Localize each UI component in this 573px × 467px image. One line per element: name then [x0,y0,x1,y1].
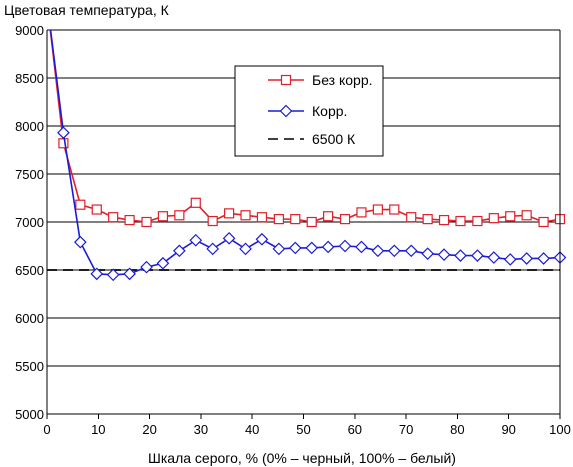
data-point-diamond-12 [239,242,252,256]
data-point-diamond-22 [404,244,418,258]
legend-marker-bez-korr [280,74,292,86]
x-tick-label-50: 50 [296,422,310,437]
data-point-diamond-6 [140,260,153,274]
data-point-diamond-14 [272,242,286,256]
x-tick-label-60: 60 [348,422,362,437]
y-tick-label-8000: 8000 [15,119,44,134]
data-point-diamond-19 [355,240,368,254]
data-point-diamond-16 [305,241,319,255]
data-point-diamond-29 [520,252,534,265]
x-tick-label-20: 20 [142,422,156,437]
data-point-square-30 [538,216,549,228]
data-point-diamond-13 [255,232,269,246]
legend-label-korr: Корр. [312,103,347,119]
data-point-square-21 [389,204,400,215]
y-tick-label-9000: 9000 [15,23,44,38]
x-tick-label-10: 10 [91,422,105,437]
data-point-diamond-28 [503,253,517,266]
x-tick-label-30: 30 [194,422,208,437]
data-point-square-2 [75,199,86,210]
data-point-square-22 [406,212,417,223]
data-point-square-18 [339,214,351,225]
data-point-diamond-8 [173,244,186,258]
data-point-square-17 [323,211,334,222]
data-point-diamond-23 [421,247,434,261]
data-point-square-3 [91,204,102,215]
data-point-square-20 [372,204,383,215]
data-point-square-28 [505,211,516,222]
x-axis-title: Шкала серого, % (0% – черный, 100% – бел… [148,450,456,466]
data-point-square-29 [521,210,532,221]
y-tick-labels: 5000 5500 6000 6500 7000 7500 8000 8500 9000 [15,23,44,422]
legend-label-bez-korr: Без корр. [312,72,373,88]
data-point-square-19 [356,207,367,218]
data-point-diamond-1 [57,126,70,140]
y-tick-label-6500: 6500 [15,263,44,278]
data-point-diamond-25 [454,249,467,262]
data-point-square-24 [438,214,450,226]
x-tick-label-40: 40 [245,422,259,437]
data-point-diamond-2 [73,235,87,249]
data-point-square-10 [207,215,218,227]
data-point-diamond-9 [189,233,203,247]
data-point-square-26 [472,215,483,227]
data-point-square-16 [306,216,317,228]
data-point-diamond-24 [437,248,451,261]
data-point-square-6 [141,216,152,228]
legend-label-6500k: 6500 К [312,131,356,147]
data-point-square-11 [224,208,235,219]
data-point-diamond-4 [106,268,120,282]
x-tick-labels: 0 10 20 30 40 50 60 70 80 90 100 [43,422,570,437]
data-point-square-27 [488,213,499,224]
data-point-square-7 [157,211,169,222]
data-point-diamond-10 [206,242,220,256]
data-point-diamond-21 [387,244,401,258]
series-markers-0 [58,138,566,228]
data-point-square-23 [422,214,433,225]
data-point-square-12 [240,210,251,221]
y-tick-label-8500: 8500 [15,71,44,86]
data-point-square-8 [174,210,185,221]
y-tick-label-5500: 5500 [15,359,44,374]
data-point-diamond-20 [371,244,385,258]
data-point-diamond-5 [123,267,136,281]
legend: Без корр. Корр. 6500 К [234,65,384,157]
y-tick-label-6000: 6000 [15,311,44,326]
data-point-diamond-15 [288,241,302,255]
legend-marker-korr [279,104,293,118]
x-tick-label-80: 80 [450,422,464,437]
x-tick-label-70: 70 [399,422,413,437]
data-point-diamond-18 [338,239,352,253]
data-point-square-25 [455,215,466,227]
y-tick-label-5000: 5000 [15,407,44,422]
data-point-diamond-17 [321,240,335,254]
data-point-square-1 [58,138,69,149]
x-tick-label-90: 90 [501,422,515,437]
data-point-square-4 [108,212,119,223]
data-point-diamond-26 [471,249,484,262]
y-tick-label-7500: 7500 [15,167,44,182]
y-axis-title: Цветовая температура, К [4,2,170,18]
x-tick-label-100: 100 [549,422,571,437]
data-point-diamond-27 [487,251,501,264]
data-point-square-9 [190,197,201,208]
data-point-diamond-11 [222,231,236,245]
axes [46,30,561,419]
y-tick-label-7000: 7000 [15,215,44,230]
data-point-square-5 [124,214,135,226]
data-point-diamond-3 [90,267,104,281]
x-tick-label-0: 0 [43,422,50,437]
data-point-square-13 [256,212,268,223]
data-point-square-14 [273,214,284,225]
data-point-diamond-7 [156,256,170,270]
legend-box [234,65,384,157]
data-point-square-15 [290,214,301,225]
data-point-diamond-30 [537,252,550,265]
